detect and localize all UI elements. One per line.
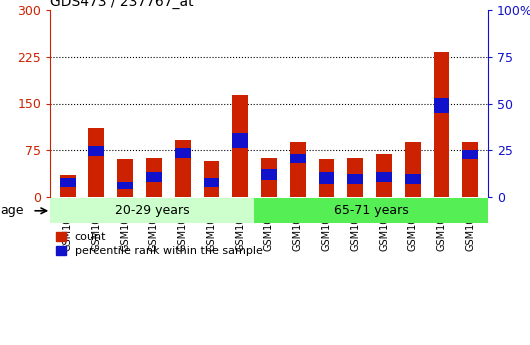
Text: GDS473 / 237767_at: GDS473 / 237767_at xyxy=(50,0,194,9)
Bar xyxy=(319,172,334,184)
FancyBboxPatch shape xyxy=(50,198,254,223)
Bar xyxy=(261,158,277,197)
Bar xyxy=(347,158,363,197)
Bar xyxy=(175,148,191,158)
Bar xyxy=(175,139,191,197)
Bar xyxy=(290,142,306,197)
Bar xyxy=(434,52,449,197)
Bar xyxy=(376,172,392,182)
Bar xyxy=(405,142,421,197)
Bar xyxy=(319,159,334,197)
Bar xyxy=(232,133,248,148)
Bar xyxy=(204,178,219,187)
Bar xyxy=(117,182,133,189)
Bar xyxy=(405,174,421,184)
Bar xyxy=(146,158,162,197)
Bar xyxy=(60,178,75,187)
Text: 65-71 years: 65-71 years xyxy=(333,204,409,217)
Bar xyxy=(376,155,392,197)
Bar xyxy=(463,150,478,159)
Bar xyxy=(232,96,248,197)
Bar xyxy=(60,175,75,197)
Bar xyxy=(261,169,277,180)
Bar xyxy=(146,172,162,182)
Text: 20-29 years: 20-29 years xyxy=(115,204,190,217)
Bar xyxy=(290,154,306,163)
Bar xyxy=(463,142,478,197)
Bar xyxy=(117,159,133,197)
Bar xyxy=(89,146,104,156)
Legend: count, percentile rank within the sample: count, percentile rank within the sample xyxy=(56,232,263,256)
FancyBboxPatch shape xyxy=(254,198,488,223)
Bar xyxy=(434,98,449,113)
Text: age: age xyxy=(0,204,23,217)
Bar xyxy=(89,128,104,197)
Bar xyxy=(204,161,219,197)
Bar xyxy=(347,174,363,184)
